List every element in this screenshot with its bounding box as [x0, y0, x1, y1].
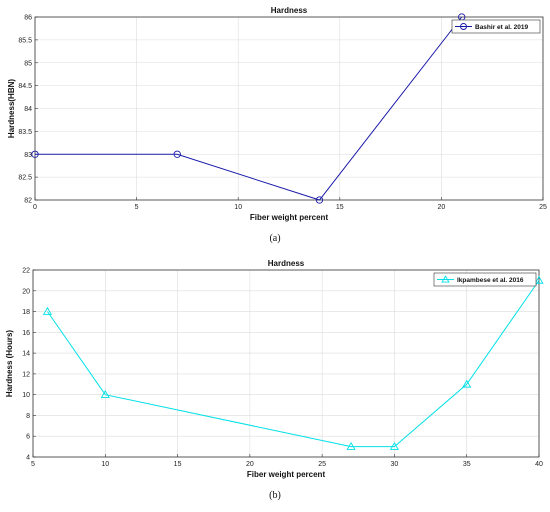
y-tick-label: 18	[22, 309, 30, 316]
y-tick-label: 6	[26, 434, 30, 441]
y-tick-label: 82	[24, 198, 32, 205]
data-point	[42, 306, 53, 315]
y-tick-label: 86	[24, 15, 32, 22]
chart-title: Hardness	[271, 6, 308, 15]
y-tick-label: 20	[22, 288, 30, 295]
y-tick-label: 10	[22, 392, 30, 399]
x-tick-label: 10	[234, 204, 242, 211]
y-tick-label: 84	[24, 106, 32, 113]
y-tick-label: 82.5	[18, 175, 32, 182]
legend-box	[433, 272, 537, 287]
data-point	[173, 150, 181, 158]
x-tick-label: 25	[539, 204, 547, 211]
y-tick-label: 22	[22, 268, 30, 275]
y-tick-label: 85.5	[18, 37, 32, 44]
x-tick-label: 40	[535, 461, 543, 468]
y-axis-label: Hardness (Hours)	[5, 330, 14, 397]
series-line	[35, 16, 463, 201]
x-tick-label: 20	[246, 461, 254, 468]
x-tick-label: 0	[33, 204, 37, 211]
x-tick-label: 5	[135, 204, 139, 211]
data-point	[100, 389, 110, 398]
data-point	[346, 441, 356, 450]
y-tick-label: 4	[26, 455, 30, 462]
chart-title: Hardness	[268, 259, 305, 268]
y-tick-label: 14	[22, 351, 30, 358]
x-tick-label: 15	[336, 204, 344, 211]
data-point	[534, 275, 544, 284]
x-tick-label: 30	[391, 461, 399, 468]
figure-caption: (a)	[269, 233, 280, 244]
data-point	[31, 150, 39, 158]
axes-frame	[32, 269, 540, 458]
plot-area	[33, 270, 539, 457]
y-tick-label: 8	[26, 413, 30, 420]
chart-panel-1: 0 5 10 15 20 25 82 82.5 83 83.5 84 84.5 85 85.5 86 Hard…	[7, 6, 547, 244]
y-tick-label: 16	[22, 330, 30, 337]
data-point	[389, 441, 400, 450]
chart-panel-2: 5 10 15 20 25 30 35 40 4 6 8 10 12 14 16 18 20 22 Hardness…	[5, 259, 544, 501]
x-tick-label: 5	[31, 461, 35, 468]
y-tick-label: 85	[24, 60, 32, 67]
x-tick-label: 15	[174, 461, 182, 468]
legend-marker	[441, 275, 450, 283]
y-tick-label: 12	[22, 371, 30, 378]
legend-label: Bashir et al. 2019	[475, 24, 528, 31]
x-tick-label: 10	[101, 461, 109, 468]
data-point	[315, 196, 324, 204]
y-tick-label: 84.5	[18, 83, 32, 90]
legend-marker	[460, 23, 467, 30]
legend-box	[451, 19, 541, 34]
data-point	[462, 379, 472, 388]
x-axis-label: Fiber weight percent	[247, 470, 326, 479]
x-tick-label: 20	[438, 204, 446, 211]
y-tick-label: 83.5	[18, 129, 32, 136]
x-tick-label: 25	[318, 461, 326, 468]
y-axis-label: Hardness(HBN)	[7, 79, 16, 138]
series-line	[47, 280, 540, 448]
legend-label: Ikpambese et al. 2016	[457, 277, 524, 284]
y-tick-label: 83	[24, 152, 32, 159]
figure-caption: (b)	[269, 490, 281, 501]
x-axis-label: Fiber weight percent	[250, 213, 329, 222]
x-tick-label: 35	[463, 461, 471, 468]
